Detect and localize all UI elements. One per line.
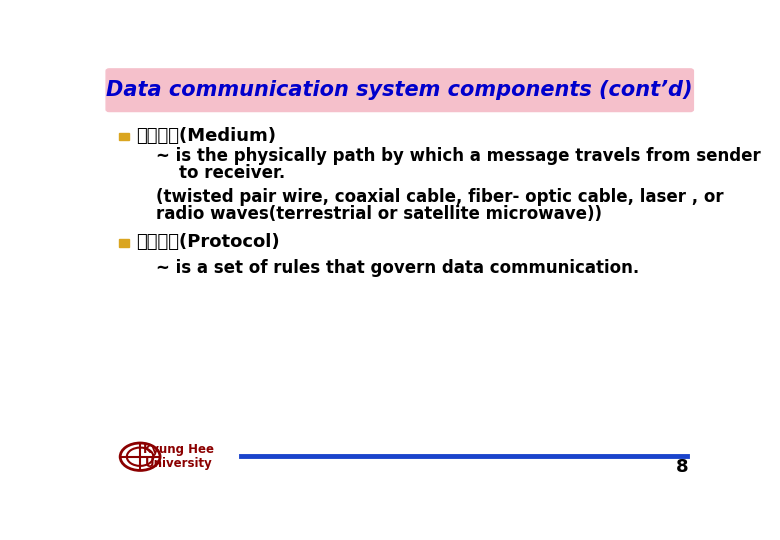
Text: to receiver.: to receiver. bbox=[156, 164, 285, 181]
Text: Kyung Hee: Kyung Hee bbox=[144, 443, 215, 456]
Text: 8: 8 bbox=[676, 458, 689, 476]
Text: ~ is the physically path by which a message travels from sender: ~ is the physically path by which a mess… bbox=[156, 147, 760, 165]
Text: 전송매체(Medium): 전송매체(Medium) bbox=[136, 127, 276, 145]
FancyBboxPatch shape bbox=[106, 69, 693, 112]
Text: 프로토콜(Protocol): 프로토콜(Protocol) bbox=[136, 233, 280, 251]
Text: ~ is a set of rules that govern data communication.: ~ is a set of rules that govern data com… bbox=[156, 259, 639, 277]
Text: University: University bbox=[145, 457, 213, 470]
FancyBboxPatch shape bbox=[119, 132, 129, 140]
Text: (twisted pair wire, coaxial cable, fiber- optic cable, laser , or: (twisted pair wire, coaxial cable, fiber… bbox=[156, 188, 723, 206]
Text: Data communication system components (cont’d): Data communication system components (co… bbox=[107, 80, 693, 100]
Text: radio waves(terrestrial or satellite microwave)): radio waves(terrestrial or satellite mic… bbox=[156, 205, 601, 223]
FancyBboxPatch shape bbox=[119, 239, 129, 247]
